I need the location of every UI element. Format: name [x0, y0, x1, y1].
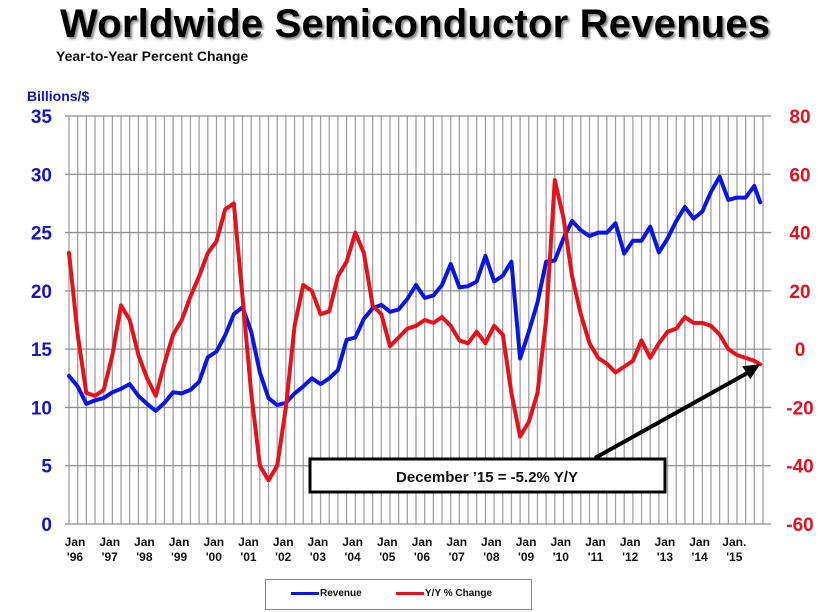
x-tick-label-month: Jan	[550, 535, 571, 549]
x-tick-label-month: Jan	[99, 535, 120, 549]
legend-label-yoy: Y/Y % Change	[425, 588, 493, 599]
x-tick-label-month: Jan	[620, 535, 641, 549]
right-tick-label: -20	[786, 398, 813, 419]
legend: Revenue Y/Y % Change	[265, 579, 532, 610]
x-tick-label-year: '96	[67, 550, 84, 564]
x-tick-label-month: Jan	[585, 535, 606, 549]
annotation: December ’15 = -5.2% Y/Y	[308, 364, 761, 494]
left-tick-label: 0	[41, 515, 52, 536]
x-tick-label-year: '08	[483, 550, 500, 564]
x-tick-label-year: '01	[240, 550, 257, 564]
x-tick-label-year: '09	[518, 550, 535, 564]
x-tick-label-year: '15	[726, 550, 743, 564]
x-tick-label-year: '03	[310, 550, 327, 564]
x-tick-label-year: '04	[344, 550, 361, 564]
x-tick-label-year: '98	[136, 550, 153, 564]
x-tick-label-month: Jan	[412, 535, 433, 549]
left-tick-label: 10	[31, 398, 52, 419]
x-tick-label-month: Jan	[689, 535, 710, 549]
x-tick-label-month: Jan	[516, 535, 537, 549]
x-tick-label-year: '13	[657, 550, 674, 564]
legend-item-revenue: Revenue	[291, 588, 362, 599]
series-lines	[67, 174, 763, 483]
x-tick-label-year: '06	[414, 550, 431, 564]
x-tick-label-month: Jan	[134, 535, 155, 549]
x-axis-ticks: Jan'96Jan'97Jan'98Jan'99Jan'00Jan'01Jan'…	[65, 535, 747, 564]
x-tick-label-year: '07	[449, 550, 466, 564]
annotation-arrowhead	[742, 364, 761, 380]
x-tick-label-year: '05	[379, 550, 396, 564]
right-tick-label: -60	[786, 515, 813, 536]
left-tick-label: 5	[41, 457, 52, 478]
x-tick-label-year: '99	[171, 550, 188, 564]
x-tick-label-month: Jan.	[722, 535, 746, 549]
grid-lines	[65, 115, 771, 525]
chart-title: Worldwide Semiconductor Revenues	[60, 2, 771, 46]
right-tick-label: -40	[786, 457, 813, 478]
left-tick-label: 35	[31, 107, 53, 128]
left-tick-label: 25	[31, 224, 53, 245]
left-tick-label: 15	[31, 340, 53, 361]
right-tick-label: 0	[795, 340, 806, 361]
left-tick-label: 20	[31, 282, 52, 303]
right-tick-label: 20	[789, 282, 810, 303]
legend-label-revenue: Revenue	[320, 588, 362, 599]
annotation-text: December ’15 = -5.2% Y/Y	[396, 469, 578, 486]
x-tick-label-month: Jan	[481, 535, 502, 549]
x-tick-label-month: Jan	[377, 535, 398, 549]
chart-subtitle: Year-to-Year Percent Change	[56, 48, 249, 64]
right-tick-label: 40	[789, 224, 810, 245]
legend-swatch-revenue	[291, 592, 319, 595]
legend-swatch-yoy	[396, 592, 424, 595]
x-tick-label-month: Jan	[169, 535, 190, 549]
x-tick-label-year: '97	[102, 550, 119, 564]
x-tick-label-month: Jan	[308, 535, 329, 549]
x-tick-label-month: Jan	[655, 535, 676, 549]
x-tick-label-month: Jan	[273, 535, 294, 549]
x-tick-label-month: Jan	[238, 535, 259, 549]
right-tick-label: 80	[789, 107, 810, 128]
legend-item-yoy: Y/Y % Change	[396, 588, 492, 599]
right-tick-label: 60	[789, 165, 810, 186]
x-tick-label-year: '14	[691, 550, 708, 564]
x-tick-label-year: '00	[206, 550, 223, 564]
x-tick-label-month: Jan	[65, 535, 86, 549]
x-tick-label-month: Jan	[342, 535, 363, 549]
left-axis-ticks: 0 5 10 15 20 25 30 35	[31, 107, 53, 536]
x-tick-label-year: '11	[588, 550, 604, 564]
right-axis-ticks: -60 -40 -20 0 20 40 60 80	[786, 107, 813, 536]
x-tick-label-year: '10	[553, 550, 570, 564]
x-tick-label-year: '02	[275, 550, 292, 564]
left-tick-label: 30	[31, 165, 52, 186]
annotation-arrow-line	[594, 368, 754, 460]
x-tick-label-month: Jan	[203, 535, 224, 549]
left-axis-label: Billions/$	[27, 88, 90, 104]
x-tick-label-year: '12	[622, 550, 639, 564]
x-tick-label-month: Jan	[446, 535, 467, 549]
annotation-box	[308, 457, 667, 494]
